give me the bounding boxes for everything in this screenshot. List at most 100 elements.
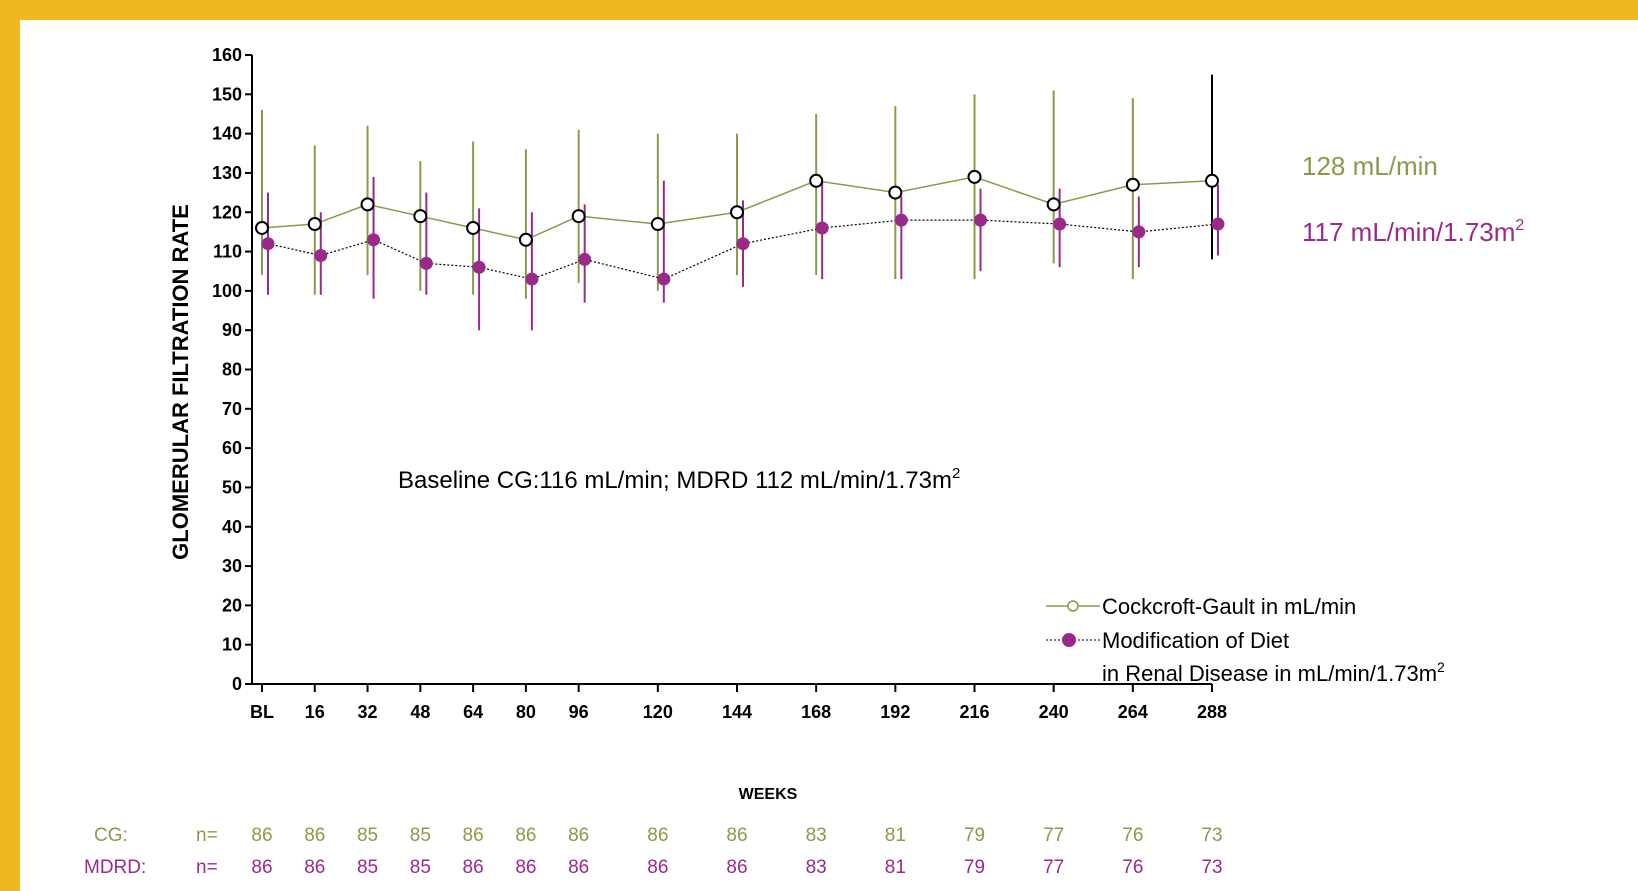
y-tick-label: 140 — [212, 124, 242, 144]
mdrd-point — [894, 213, 908, 227]
y-tick-label: 40 — [222, 517, 242, 537]
n-table-cg-value: 81 — [885, 825, 906, 846]
legend-mdrd-label-line2: in Renal Disease in mL/min/1.73m2 — [1102, 659, 1445, 686]
y-tick-label: 110 — [213, 242, 242, 262]
n-table-mdrd-value: 86 — [568, 857, 589, 878]
mdrd-point — [314, 248, 328, 262]
n-table-mdrd-value: 81 — [885, 857, 906, 878]
error-bars — [261, 74, 1219, 331]
baseline-annotation: Baseline CG:116 mL/min; MDRD 112 mL/min/… — [398, 465, 960, 494]
y-tick-label: 0 — [232, 674, 242, 694]
y-tick-label: 150 — [212, 84, 242, 104]
legend-mdrd-label-line1: Modification of Diet — [1102, 628, 1289, 653]
n-table-mdrd-label: MDRD: — [84, 857, 146, 878]
n-table-cg-value: 76 — [1122, 825, 1143, 846]
n-table-mdrd-value: 76 — [1122, 857, 1143, 878]
mdrd-point — [472, 260, 486, 274]
axes: 0 10 20 30 40 50 60 70 80 90 100 110 120 130 140 150 160… — [212, 45, 1227, 722]
cg-point — [360, 197, 375, 212]
n-table-mdrd-value: 83 — [806, 857, 827, 878]
n-table-cg-value: 86 — [726, 825, 747, 846]
y-axis-label: GLOMERULAR FILTRATION RATE — [168, 204, 193, 560]
mdrd-point — [419, 256, 433, 270]
legend-cg-marker — [1067, 600, 1079, 612]
n-table-cg-n-label: n= — [196, 825, 218, 846]
mdrd-point — [1211, 217, 1225, 231]
legend-mdrd-marker — [1062, 633, 1076, 647]
n-table-cg-value: 73 — [1201, 825, 1222, 846]
x-tick-label: 80 — [516, 702, 536, 722]
cg-point — [307, 217, 322, 232]
n-table-cg-label: CG: — [94, 825, 128, 846]
y-tick-label: 10 — [222, 635, 242, 655]
mdrd-point — [1053, 217, 1067, 231]
n-table-mdrd-value: 73 — [1201, 857, 1222, 878]
y-tick-label: 60 — [222, 438, 242, 458]
n-table-mdrd-value: 86 — [726, 857, 747, 878]
cg-point — [888, 185, 903, 200]
legend: Cockcroft-Gault in mL/min Modification o… — [1046, 594, 1445, 686]
y-tick-label: 120 — [212, 202, 242, 222]
mdrd-point — [525, 272, 539, 286]
n-table-cg-value: 86 — [463, 825, 484, 846]
x-tick-label: 96 — [569, 702, 589, 722]
mdrd-point — [367, 233, 381, 247]
cg-point — [650, 217, 665, 232]
mdrd-end-label: 117 mL/min/1.73m2 — [1302, 217, 1524, 247]
mdrd-point — [578, 252, 592, 266]
x-tick-label: 120 — [643, 702, 673, 722]
y-tick-label: 70 — [222, 399, 242, 419]
n-table: CG: n= MDRD: n= 86 86 85 85 86 86 86 86 86 83 81 79… — [84, 825, 1223, 878]
cg-point — [1205, 173, 1219, 188]
n-table-cg-value: 83 — [806, 825, 827, 846]
n-table-cg-value: 86 — [515, 825, 536, 846]
cg-point — [967, 169, 982, 184]
cg-point — [1125, 177, 1140, 192]
mdrd-series-line — [267, 219, 1219, 280]
mdrd-point — [657, 272, 671, 286]
series-lines — [261, 176, 1219, 280]
n-table-mdrd-value: 85 — [410, 857, 431, 878]
n-table-mdrd-n-label: n= — [196, 857, 218, 878]
x-axis-label: WEEKS — [739, 786, 798, 803]
frame-top-border — [0, 0, 1638, 20]
n-table-cg-value: 77 — [1043, 825, 1064, 846]
x-tick-label: 168 — [801, 702, 831, 722]
x-tick-label: 48 — [410, 702, 430, 722]
cg-point — [255, 220, 269, 235]
n-table-mdrd-value: 77 — [1043, 857, 1064, 878]
x-tick-label: 64 — [463, 702, 483, 722]
n-table-mdrd-value: 79 — [964, 857, 985, 878]
n-table-cg-value: 85 — [357, 825, 378, 846]
y-tick-label: 80 — [222, 360, 242, 380]
n-table-mdrd-value: 86 — [463, 857, 484, 878]
mdrd-point — [815, 221, 829, 235]
x-tick-label: 216 — [959, 702, 989, 722]
cg-point — [1046, 197, 1061, 212]
x-tick-label: 288 — [1197, 702, 1227, 722]
mdrd-point — [974, 213, 987, 227]
cg-end-label: 128 mL/min — [1302, 151, 1438, 181]
cg-point — [413, 209, 428, 224]
n-table-cg-value: 85 — [410, 825, 431, 846]
y-tick-label: 160 — [212, 45, 242, 65]
n-table-mdrd-value: 86 — [304, 857, 325, 878]
n-table-cg-value: 86 — [251, 825, 272, 846]
mdrd-point — [736, 237, 750, 251]
cg-point — [809, 173, 824, 188]
y-tick-label: 20 — [222, 595, 242, 615]
y-tick-label: 100 — [212, 281, 242, 301]
cg-point — [730, 205, 744, 220]
x-tick-label: 144 — [722, 702, 752, 722]
n-table-cg-value: 86 — [568, 825, 589, 846]
x-tick-label: 192 — [880, 702, 910, 722]
y-tick-label: 30 — [222, 556, 242, 576]
x-tick-label: 32 — [358, 702, 378, 722]
mdrd-point — [261, 237, 275, 251]
series-markers — [255, 169, 1225, 286]
y-tick-label: 90 — [222, 320, 242, 340]
n-table-mdrd-value: 86 — [251, 857, 272, 878]
x-tick-label: 16 — [305, 702, 325, 722]
n-table-cg-value: 86 — [304, 825, 325, 846]
